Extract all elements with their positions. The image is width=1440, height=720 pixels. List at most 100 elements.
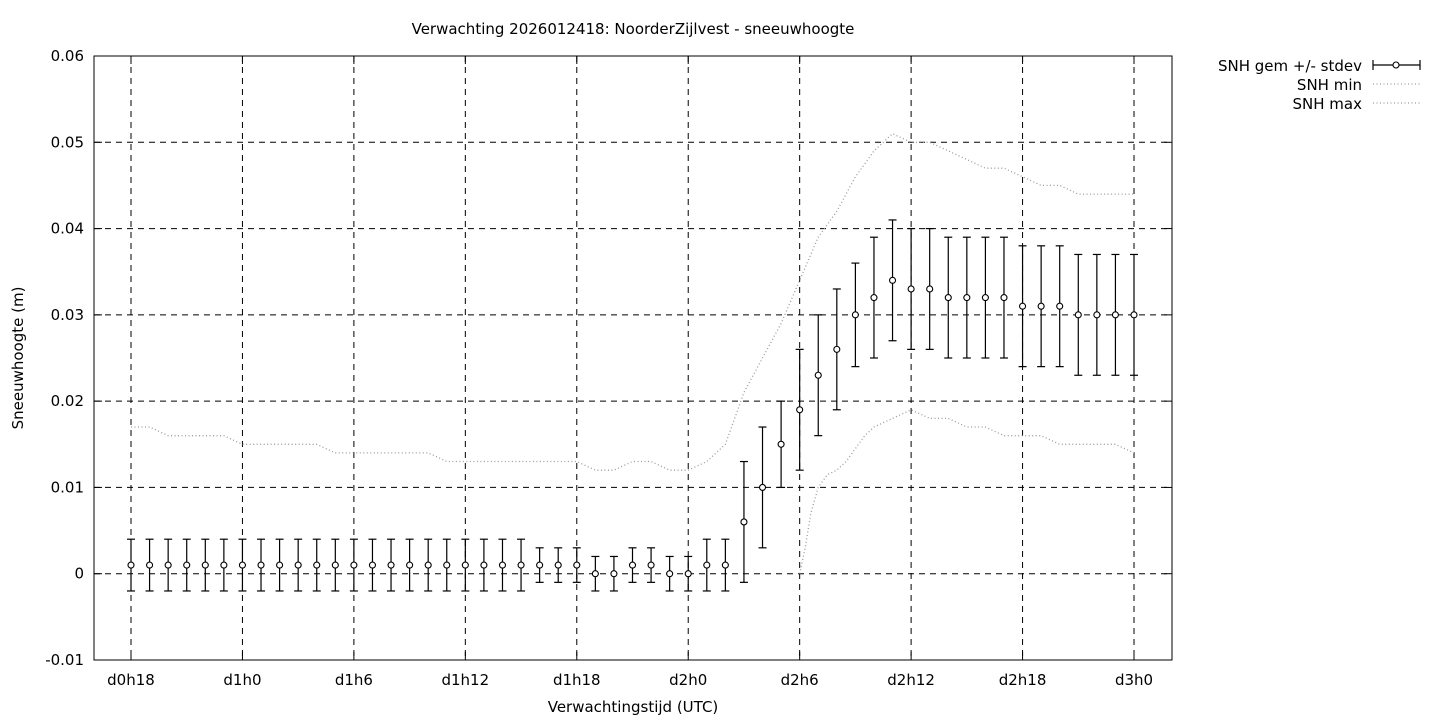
mean-point (926, 285, 934, 293)
legend-label-snh-max: SNH max (1293, 95, 1363, 113)
mean-point (517, 561, 525, 569)
errorbar-point-8 (275, 538, 284, 592)
mean-point (536, 561, 544, 569)
x-axis-ticks: d0h18 d1h0 d1h6 d1h12 d1h18 d2h0 d2h6 d2h12 d2h1… (107, 56, 1153, 689)
series-snh-min (799, 409, 1135, 574)
legend-label-snh-min: SNH min (1297, 76, 1362, 94)
errorbar-point-40 (869, 236, 878, 359)
chart-title: Verwachting 2026012418: NoorderZijlvest … (412, 20, 855, 38)
errorbar-point-25 (591, 555, 600, 592)
mean-point (870, 294, 878, 302)
y-tick-label-2: 0.04 (51, 220, 84, 238)
mean-point (201, 561, 209, 569)
errorbar-point-7 (257, 538, 266, 592)
x-tick-label-4: d1h18 (553, 671, 601, 689)
mean-point (796, 406, 804, 414)
errorbar-point-39 (851, 262, 860, 368)
legend-swatch-snh-mean (1372, 60, 1421, 70)
errorbar-point-33 (739, 460, 748, 583)
mean-point (981, 294, 989, 302)
errorbar-point-19 (479, 538, 488, 592)
errorbar-point-12 (349, 538, 358, 592)
errorbar-point-13 (368, 538, 377, 592)
mean-point (220, 561, 228, 569)
errorbar-point-54 (1130, 253, 1138, 376)
errorbar-point-28 (647, 547, 656, 583)
mean-point (406, 561, 414, 569)
errorbar-point-48 (1018, 245, 1027, 368)
errorbar-point-49 (1037, 245, 1046, 368)
mean-point (814, 371, 822, 379)
mean-point (888, 276, 897, 284)
errorbar-point-32 (721, 538, 730, 592)
errorbar-point-22 (535, 547, 544, 583)
errorbar-point-53 (1111, 253, 1120, 376)
series-snh-max (131, 132, 1134, 471)
mean-point (424, 561, 432, 569)
x-tick-label-8: d2h18 (999, 671, 1047, 689)
errorbar-point-16 (424, 538, 433, 592)
y-tick-label-5: 0.01 (51, 478, 84, 496)
mean-point (331, 561, 339, 569)
errorbar-point-18 (461, 538, 470, 592)
y-axis-ticks: 0.06 0.05 0.04 0.03 0.02 0.01 0 -0.01 (45, 47, 1172, 669)
y-tick-label-7: -0.01 (45, 651, 84, 669)
mean-point (1000, 294, 1008, 302)
y-tick-label-3: 0.03 (51, 306, 84, 324)
snh-max-line (131, 132, 1134, 471)
snh-min-line (799, 409, 1135, 574)
x-tick-label-9: d3h0 (1115, 671, 1153, 689)
mean-point (777, 440, 785, 448)
mean-point (610, 570, 618, 578)
mean-point (1056, 302, 1064, 310)
y-tick-label-1: 0.05 (51, 133, 84, 151)
mean-point (1111, 311, 1119, 319)
errorbar-point-3 (182, 538, 191, 592)
x-tick-label-3: d1h12 (441, 671, 489, 689)
mean-point (591, 570, 599, 578)
x-tick-label-2: d1h6 (335, 671, 373, 689)
mean-point (1037, 302, 1045, 310)
mean-point (684, 570, 692, 578)
mean-point (480, 561, 488, 569)
mean-point (758, 483, 767, 491)
series-snh-mean-stdev (127, 219, 1138, 592)
mean-point (666, 570, 674, 578)
errorbar-point-29 (665, 555, 674, 592)
mean-point (851, 311, 859, 319)
x-tick-label-6: d2h6 (781, 671, 819, 689)
errorbar-point-6 (238, 538, 247, 592)
mean-point (183, 561, 191, 569)
errorbar-point-14 (387, 538, 396, 592)
mean-point (387, 561, 395, 569)
errorbar-point-38 (832, 288, 841, 411)
mean-point (963, 294, 971, 302)
x-tick-label-0: d0h18 (107, 671, 155, 689)
errorbar-point-45 (962, 236, 971, 359)
mean-point (127, 561, 135, 569)
mean-point (1019, 302, 1027, 310)
errorbar-point-36 (795, 348, 804, 471)
errorbar-point-51 (1074, 253, 1083, 376)
mean-point (944, 294, 952, 302)
mean-point (313, 561, 321, 569)
errorbar-point-0 (127, 538, 135, 592)
mean-point (276, 561, 284, 569)
mean-point (628, 561, 637, 569)
errorbar-point-43 (925, 227, 934, 350)
legend: SNH gem +/- stdev SNH min SNH max (1218, 57, 1421, 113)
plot-frame (93, 55, 1173, 661)
errorbar-point-47 (999, 236, 1008, 359)
errorbar-point-46 (981, 236, 990, 359)
errorbar-point-5 (219, 538, 228, 592)
errorbar-point-23 (554, 547, 563, 583)
errorbar-point-50 (1055, 245, 1064, 368)
errorbar-point-37 (814, 314, 823, 437)
mean-point (350, 561, 358, 569)
errorbar-point-11 (331, 538, 340, 592)
mean-point (554, 561, 562, 569)
errorbar-point-4 (201, 538, 210, 592)
mean-point (721, 561, 729, 569)
mean-point (573, 561, 581, 569)
errorbar-point-24 (572, 547, 581, 583)
